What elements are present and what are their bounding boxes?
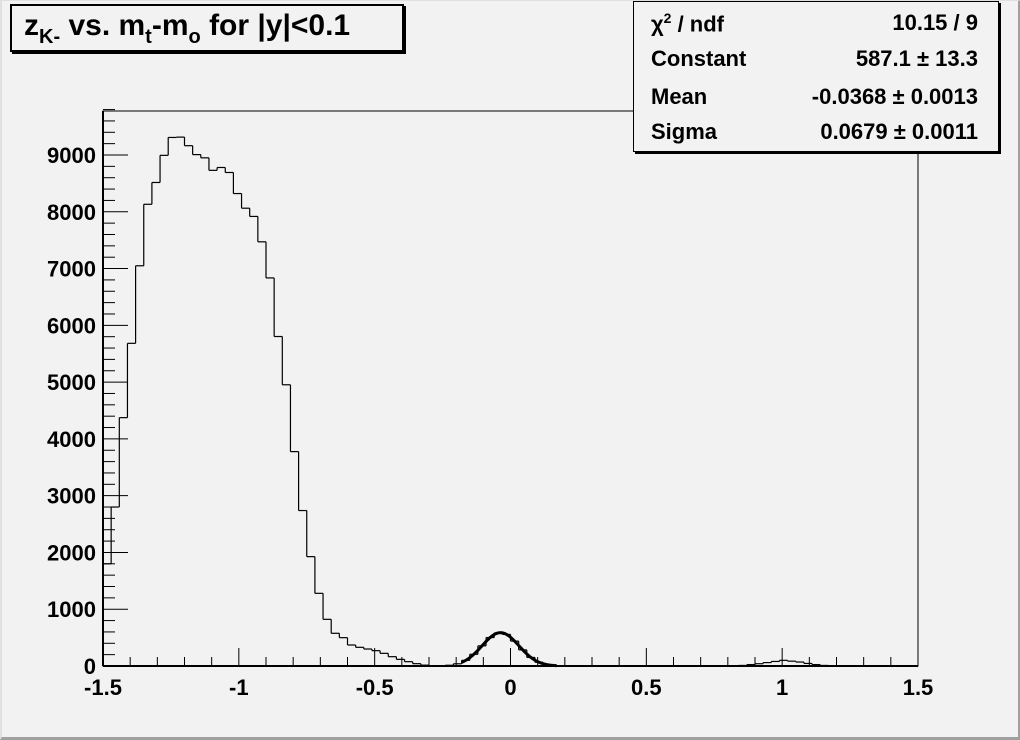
y-tick-label: 8000 bbox=[47, 200, 96, 225]
ndf-label: / ndf bbox=[671, 11, 725, 37]
fit-stats-box: χ2 / ndf 10.15 / 9 Constant 587.1 ± 13.3… bbox=[633, 1, 999, 152]
plot-frame bbox=[102, 110, 919, 667]
x-tick-label: 1.5 bbox=[903, 675, 934, 700]
stats-row-constant: Constant 587.1 ± 13.3 bbox=[651, 46, 978, 76]
y-tick-label: 0 bbox=[84, 654, 96, 679]
stats-row-sigma: Sigma 0.0679 ± 0.0011 bbox=[651, 119, 978, 149]
chi-symbol: χ bbox=[651, 11, 664, 37]
title-part: z bbox=[24, 9, 39, 42]
y-tick-label: 4000 bbox=[47, 427, 96, 452]
x-tick-label: -0.5 bbox=[356, 675, 394, 700]
stats-value: 10.15 / 9 bbox=[892, 10, 978, 35]
stats-value: 0.0679 ± 0.0011 bbox=[820, 119, 978, 144]
title-part: vs. m bbox=[60, 9, 146, 42]
y-tick-label: 2000 bbox=[47, 540, 96, 565]
title-sub: o bbox=[188, 26, 201, 48]
x-tick-label: -1.5 bbox=[84, 675, 122, 700]
stats-key: χ2 / ndf bbox=[651, 10, 724, 37]
x-tick-label: 0.5 bbox=[631, 675, 662, 700]
title-sub: t bbox=[145, 26, 152, 48]
stats-key: Constant bbox=[651, 46, 747, 71]
y-tick-label: 7000 bbox=[47, 257, 96, 282]
x-tick-label: 0 bbox=[504, 675, 516, 700]
stats-row-chi2: χ2 / ndf 10.15 / 9 bbox=[651, 10, 978, 40]
x-tick-label: 1 bbox=[776, 675, 788, 700]
histogram-title: zK- vs. mt-mo for |y|<0.1 bbox=[24, 9, 350, 49]
y-tick-label: 6000 bbox=[47, 313, 96, 338]
stats-key: Mean bbox=[651, 84, 708, 109]
y-tick-label: 5000 bbox=[47, 370, 96, 395]
title-part: -m bbox=[151, 9, 189, 42]
x-tick-label: -1 bbox=[229, 675, 249, 700]
stats-value: -0.0368 ± 0.0013 bbox=[811, 84, 978, 109]
y-tick-label: 9000 bbox=[47, 143, 96, 168]
title-part: for |y|<0.1 bbox=[200, 9, 351, 42]
title-sub: K- bbox=[39, 26, 61, 48]
stats-value: 587.1 ± 13.3 bbox=[855, 46, 978, 71]
stats-row-mean: Mean -0.0368 ± 0.0013 bbox=[651, 84, 978, 114]
gaussian-fit-curve bbox=[461, 631, 557, 668]
y-tick-label: 1000 bbox=[47, 597, 96, 622]
chi-sup: 2 bbox=[663, 10, 672, 26]
histogram-title-box: zK- vs. mt-mo for |y|<0.1 bbox=[10, 4, 404, 52]
stats-key: Sigma bbox=[651, 119, 718, 144]
y-tick-label: 3000 bbox=[47, 484, 96, 509]
